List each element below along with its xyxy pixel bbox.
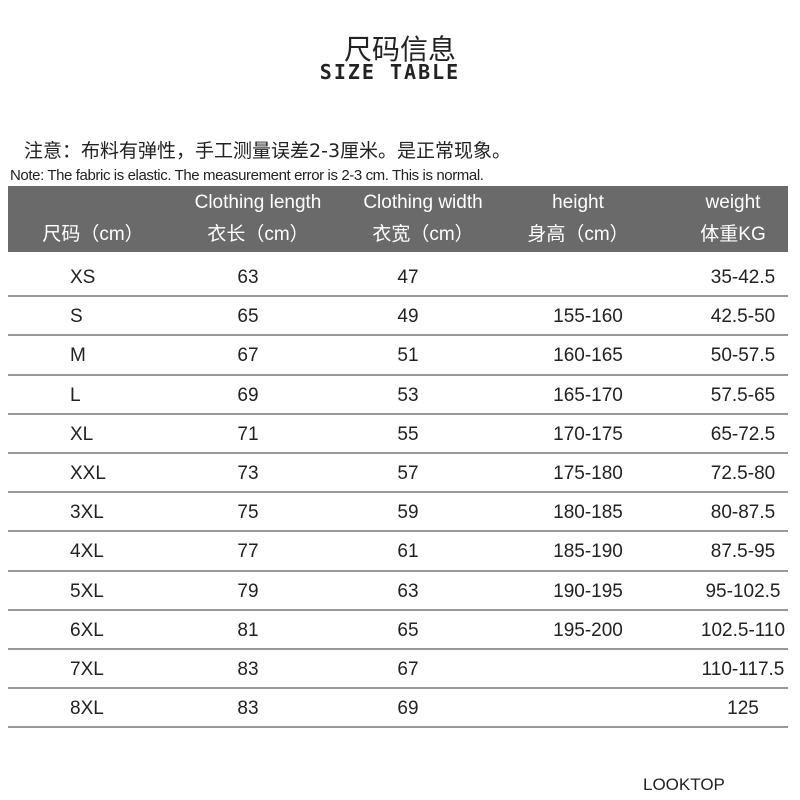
table-cell: XS [70, 267, 96, 288]
table-cell: 95-102.5 [705, 580, 781, 602]
table-cell: 4XL [70, 541, 104, 563]
note-cn: 注意：布料有弹性，手工测量误差2-3厘米。是正常现象。 [24, 140, 512, 162]
header-cn: 衣长（cm） [207, 224, 309, 245]
table-cell: 65-72.5 [710, 423, 776, 445]
page-title-en: SIZE TABLE [319, 60, 461, 84]
table-row: 3XL 75 59 180-185 80-87.5 [8, 493, 788, 533]
table-cell: 175-180 [553, 462, 623, 484]
table-row: 5XL 79 63 190-195 95-102.5 [8, 572, 788, 611]
table-cell: 3XL [70, 502, 104, 524]
table-header: 尺码（cm） Clothing length 衣长（cm） Clothing widt… [8, 186, 788, 252]
table-cell: 72.5-80 [710, 462, 776, 484]
table-row: XXL 73 57 175-180 72.5-80 [8, 454, 788, 494]
table-cell: 67 [237, 345, 259, 367]
table-cell: 69 [397, 698, 419, 720]
table-cell: 63 [397, 580, 419, 602]
table-cell: 53 [397, 384, 419, 406]
table-row: 8XL 83 69 125 [8, 689, 788, 729]
table-cell: 55 [397, 423, 419, 445]
header-cell: 尺码（cm） [23, 190, 163, 248]
table-row: 7XL 83 67 110-117.5 [8, 650, 788, 690]
table-row: M 67 51 160-165 50-57.5 [8, 336, 788, 376]
table-row: XL 71 55 170-175 65-72.5 [8, 415, 788, 454]
table-cell: 65 [237, 306, 259, 328]
table-cell: 65 [397, 619, 419, 641]
header-cn: 衣宽（cm） [372, 224, 474, 245]
table-cell: 59 [397, 502, 419, 524]
table-cell: 87.5-95 [710, 541, 776, 563]
table-row: 6XL 81 65 195-200 102.5-110 [8, 611, 788, 650]
table-cell: L [70, 384, 81, 406]
table-cell: 69 [237, 384, 259, 406]
size-table-body: XS 63 47 35-42.5 S 65 49 155-160 42.5-50 M 67 51 160… [8, 258, 788, 729]
table-cell: 63 [237, 267, 259, 288]
table-cell: 83 [237, 658, 259, 680]
table-cell: 83 [237, 698, 259, 720]
header-en: weight [705, 192, 761, 213]
page-title-cn: 尺码信息 [343, 33, 456, 66]
brand-label: LOOKTOP [643, 775, 725, 794]
table-cell: 75 [237, 502, 259, 524]
table-cell: 6XL [70, 619, 104, 641]
header-cn: 体重KG [700, 224, 766, 245]
table-cell: 165-170 [553, 384, 623, 406]
header-en: Clothing length [194, 192, 322, 213]
table-cell: 80-87.5 [710, 502, 776, 524]
header-en [23, 190, 163, 216]
table-cell: 110-117.5 [701, 658, 785, 680]
table-cell: 170-175 [553, 423, 623, 445]
table-cell: 57 [397, 462, 419, 484]
table-cell: 61 [397, 541, 419, 563]
header-cell: height 身高（cm） [513, 190, 643, 248]
table-cell: 160-165 [553, 345, 623, 367]
header-cell: Clothing length 衣长（cm） [178, 190, 338, 248]
table-cell: 79 [237, 580, 259, 602]
table-cell: 51 [397, 345, 419, 367]
table-cell: XL [70, 423, 94, 445]
table-cell: 8XL [70, 698, 104, 720]
table-cell: 180-185 [553, 502, 623, 524]
header-cell: weight 体重KG [678, 190, 788, 248]
table-cell: 47 [397, 267, 419, 288]
header-cn: 尺码（cm） [42, 224, 144, 245]
table-cell: 77 [237, 541, 259, 563]
note-en: Note: The fabric is elastic. The measure… [10, 167, 484, 184]
table-cell: 49 [397, 306, 419, 328]
table-row: XS 63 47 35-42.5 [8, 258, 788, 298]
table-cell: 155-160 [553, 306, 623, 328]
header-cn: 身高（cm） [527, 224, 629, 245]
table-cell: 50-57.5 [710, 345, 776, 367]
table-row: L 69 53 165-170 57.5-65 [8, 376, 788, 415]
table-row: 4XL 77 61 185-190 87.5-95 [8, 532, 788, 572]
table-cell: M [70, 345, 86, 367]
table-cell: 73 [237, 462, 259, 484]
table-row: S 65 49 155-160 42.5-50 [8, 297, 788, 337]
table-cell: 125 [727, 698, 759, 720]
table-cell: 57.5-65 [710, 384, 776, 406]
table-cell: S [70, 306, 83, 328]
table-cell: 81 [237, 619, 259, 641]
table-cell: 42.5-50 [710, 306, 776, 328]
table-cell: 7XL [70, 658, 104, 680]
table-cell: 102.5-110 [700, 619, 786, 641]
table-cell: 185-190 [553, 541, 623, 563]
table-cell: 190-195 [553, 580, 623, 602]
table-cell: 71 [237, 423, 259, 445]
table-cell: XXL [70, 462, 106, 484]
table-cell: 67 [397, 658, 419, 680]
header-en: height [552, 192, 604, 213]
table-cell: 35-42.5 [710, 267, 776, 288]
table-cell: 195-200 [553, 619, 623, 641]
table-cell: 5XL [70, 580, 104, 602]
header-cell: Clothing width 衣宽（cm） [343, 190, 503, 248]
header-en: Clothing width [363, 192, 483, 213]
